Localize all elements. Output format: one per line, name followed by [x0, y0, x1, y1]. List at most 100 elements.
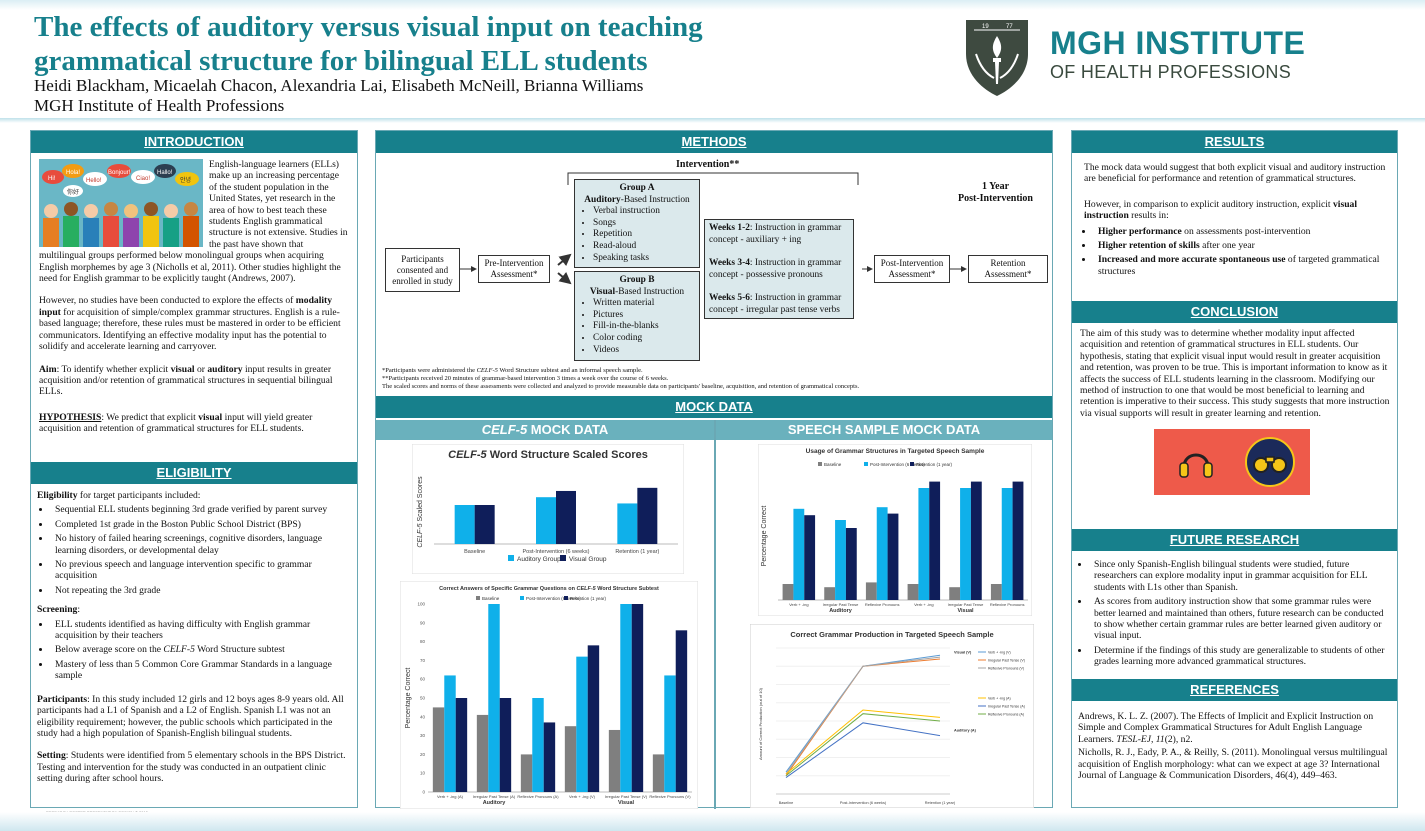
participants-paragraph: Participants: In this study included 12 …	[37, 693, 344, 739]
y-tick-label: 60	[420, 677, 426, 682]
y-tick-label: 0	[422, 790, 425, 795]
x-tick-label: Verb + -ing (V)	[569, 794, 596, 799]
weeks-box: Weeks 1-2: Instruction in grammar concep…	[704, 219, 854, 319]
bar	[474, 505, 495, 544]
screening-list: ELL students identified as having diffic…	[51, 619, 353, 682]
list-item: Determine if the findings of this study …	[1090, 645, 1392, 668]
bottom-band	[0, 812, 1425, 831]
bar	[664, 675, 676, 792]
list-item: No history of failed hearing screenings,…	[51, 533, 353, 556]
y-axis-label: Amount of Correct Production (out of 10)	[758, 687, 763, 760]
group-label: Auditory	[829, 608, 853, 614]
list-item: Pictures	[593, 310, 693, 322]
bar	[520, 754, 533, 792]
y-tick-label: 50	[420, 696, 426, 701]
intervention-label: Intervention**	[676, 159, 740, 170]
bar	[887, 513, 899, 600]
week-5-6: Weeks 5-6: Instruction in grammar concep…	[709, 293, 842, 315]
list-item: As scores from auditory instruction show…	[1090, 596, 1392, 642]
legend-label: Retention (1 year)	[916, 462, 953, 467]
legend-label: Visual Group	[569, 556, 607, 563]
list-item: Verbal instruction	[593, 206, 693, 218]
y-axis-label: Percentage Correct	[761, 506, 768, 567]
intro-paragraph-1: English-language learners (ELLs) make up…	[39, 159, 348, 285]
bubble-hallo: Hallo!	[157, 170, 173, 176]
list-item: Written material	[593, 298, 693, 310]
series-line	[785, 722, 941, 778]
list-item: Color coding	[593, 333, 693, 345]
x-tick-label: Irregular Past Tense (A)	[473, 794, 516, 799]
bubble-hola: Hola!	[66, 170, 80, 176]
x-tick-label: Reflexive Pronouns	[865, 602, 900, 607]
top-band	[0, 0, 1425, 10]
x-tick-label: Baseline	[779, 801, 794, 805]
y-tick-label: 80	[420, 639, 426, 644]
bubble-ciao: Ciao!	[136, 176, 150, 182]
speech-usage-chart: Usage of Grammar Structures in Targeted …	[758, 444, 1032, 616]
chart-title: Correct Grammar Production in Targeted S…	[790, 630, 993, 639]
bar	[608, 729, 621, 792]
bar	[845, 528, 857, 600]
x-tick-label: Irregular Past Tense (V)	[605, 794, 648, 799]
y-tick-label: 90	[420, 620, 426, 625]
legend-label: Post-Intervention (6 weeks)	[870, 462, 925, 467]
intervention-bracket	[567, 172, 859, 185]
list-item: ELL students identified as having diffic…	[51, 619, 353, 642]
bar	[804, 515, 816, 600]
logo-year-right: 77	[1006, 24, 1013, 30]
reference-1: Andrews, K. L. Z. (2007). The Effects of…	[1078, 711, 1374, 745]
legend-label: Reflexive Pronouns (V)	[988, 667, 1024, 671]
group-b-subtitle: Visual-Based Instruction	[589, 286, 685, 297]
bar	[865, 582, 877, 600]
conclusion-body: The aim of this study was to determine w…	[1080, 328, 1390, 419]
multilingual-kids-image: Hi! Hola! Hello! Bonjour! Ciao! Hallo! 안…	[39, 159, 203, 247]
x-tick-label: Reflexive Pronouns (V)	[649, 794, 691, 799]
left-column: INTRODUCTION Hi! Hola! Hello! Bonjour! C…	[30, 130, 358, 808]
list-item: Higher retention of skills after one yea…	[1094, 240, 1389, 251]
legend-label: Reflexive Pronouns (A)	[988, 713, 1024, 717]
x-tick-label: Verb + -ing	[914, 602, 933, 607]
reference-2: Nicholls, R. J., Eady, P. A., & Reilly, …	[1078, 747, 1388, 782]
pre-intervention-box: Pre-Intervention Assessment*	[478, 255, 550, 283]
group-label: Visual	[618, 800, 635, 806]
list-item: Read-aloud	[593, 241, 693, 253]
bubble-hi: Hi!	[48, 176, 56, 182]
methods-footnotes: *Participants were administered the CELF…	[382, 367, 1042, 391]
bar	[455, 698, 468, 792]
references-header: REFERENCES	[1072, 679, 1397, 701]
week-3-4: Weeks 3-4: Instruction in grammar concep…	[709, 258, 842, 280]
bar	[782, 584, 794, 600]
bar	[960, 488, 971, 600]
celf-grammar-questions-chart: Correct Answers of Specific Grammar Ques…	[400, 581, 698, 809]
list-item: Fill-in-the-blanks	[593, 321, 693, 333]
bar	[444, 675, 456, 792]
list-item: Speaking tasks	[593, 253, 693, 265]
bar	[532, 698, 544, 792]
legend-swatch	[508, 555, 514, 561]
bar	[499, 698, 512, 792]
legend-label: Irregular Past Tense (A)	[988, 705, 1025, 709]
speech-mock-data-subheader: SPEECH SAMPLE MOCK DATA	[716, 420, 1052, 440]
eligibility-body: Eligibility for target participants incl…	[37, 490, 353, 796]
bar	[970, 481, 982, 600]
group-a-title: Group A	[619, 183, 655, 193]
x-tick-label: Verb + -ing	[789, 602, 808, 607]
legend-label: Irregular Past Tense (V)	[988, 659, 1025, 663]
mock-data-header: MOCK DATA	[376, 396, 1052, 418]
methods-arrows	[460, 253, 967, 285]
bar	[454, 505, 475, 544]
references-body: Andrews, K. L. Z. (2007). The Effects of…	[1078, 711, 1392, 792]
participants-box: Participants consented and enrolled in s…	[385, 248, 460, 292]
one-year-label: 1 Year Post-Intervention	[958, 181, 1033, 204]
y-tick-label: 70	[420, 658, 426, 663]
children-row	[43, 202, 199, 247]
y-axis-label: Percentage Correct	[405, 668, 412, 729]
results-list: Higher performance on assessments post-i…	[1094, 226, 1389, 278]
y-tick-label: 30	[420, 733, 426, 738]
group-b-box: Group B Visual-Based Instruction Written…	[574, 271, 700, 361]
eligibility-criteria-list: Sequential ELL students beginning 3rd gr…	[51, 504, 353, 596]
header-divider	[0, 118, 1425, 123]
legend-swatch	[476, 596, 480, 600]
audio-visual-icons	[1154, 429, 1310, 495]
group-label: Visual	[957, 608, 974, 614]
